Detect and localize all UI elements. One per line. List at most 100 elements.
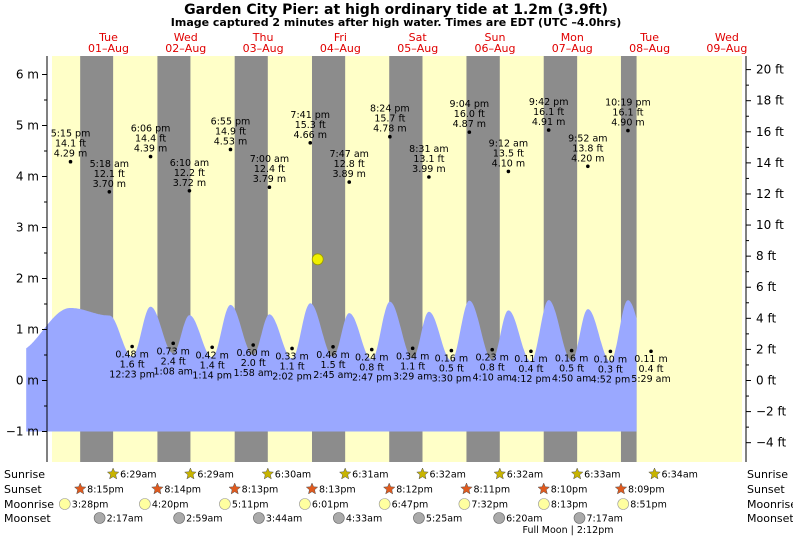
day-name-label: Wed — [715, 31, 739, 44]
low-tide-meters: 0.24 m — [355, 353, 388, 364]
moonset-time: 2:59am — [186, 514, 222, 525]
high-tide-feet: 16.1 ft — [612, 108, 643, 119]
astronomical-table: Sunrise Sunrise Sunset Sunset Moonrise Moonri… — [4, 467, 793, 536]
moonset-time: 4:33am — [346, 514, 382, 525]
sunset-time: 8:12pm — [396, 485, 433, 496]
high-tide-time: 5:18 am — [90, 159, 129, 170]
right-axis-label: 20 ft — [756, 63, 784, 77]
high-tide-time: 6:10 am — [170, 158, 209, 169]
full-moon-note: Full Moon | 2:12pm — [523, 525, 614, 536]
low-tide-meters: 0.33 m — [275, 351, 308, 362]
high-tide-meters: 4.78 m — [373, 124, 406, 135]
sunrise-time: 6:34am — [662, 470, 698, 481]
date-label: 09–Aug — [706, 42, 747, 55]
row-label-left: Sunset — [4, 483, 42, 496]
low-tide-feet: 1.6 ft — [120, 360, 145, 371]
right-axis-label: 6 ft — [756, 280, 776, 294]
low-tide-time: 2:02 pm — [272, 371, 312, 382]
high-tide-meters: 4.20 m — [571, 153, 604, 164]
high-tide-time: 7:00 am — [250, 154, 289, 165]
high-tide-meters: 3.99 m — [412, 164, 445, 175]
low-tide-time: 4:52 pm — [591, 374, 631, 385]
high-tide-time: 7:47 am — [329, 149, 368, 160]
row-label-left: Moonset — [4, 512, 51, 525]
moonset-time: 7:17am — [587, 514, 623, 525]
sunrise-icon — [261, 467, 275, 480]
row-label-right: Moonset — [747, 512, 793, 525]
moonset-icon — [93, 512, 106, 524]
tide-curve — [26, 300, 637, 432]
low-tide-time: 4:12 pm — [511, 374, 551, 385]
moonrise-time: 4:20pm — [152, 500, 189, 511]
moonset-icon — [173, 512, 185, 524]
date-label: 06–Aug — [475, 42, 516, 55]
high-tide-feet: 12.2 ft — [174, 168, 205, 179]
low-tide-meters: 0.16 m — [555, 354, 588, 365]
high-tide-point — [308, 141, 313, 145]
high-tide-point — [228, 147, 233, 152]
high-tide-feet: 12.4 ft — [254, 164, 285, 175]
right-axis-label: 4 ft — [756, 311, 776, 325]
date-label: 07–Aug — [552, 42, 593, 55]
low-tide-point — [608, 349, 613, 354]
high-tide-meters: 4.90 m — [611, 118, 644, 129]
low-tide-point — [529, 349, 533, 354]
high-tide-feet: 16.1 ft — [533, 107, 564, 118]
sunrise-time: 6:32am — [507, 470, 543, 481]
high-tide-time: 9:42 pm — [529, 97, 569, 108]
moonset-time: 2:17am — [107, 514, 143, 525]
moonrise-icon — [299, 498, 311, 510]
moonset-time: 3:44am — [266, 514, 302, 525]
sunrise-icon — [184, 467, 197, 480]
day-name-label: Wed — [174, 31, 198, 44]
high-tide-feet: 15.7 ft — [374, 114, 405, 125]
high-tide-time: 5:15 pm — [51, 129, 91, 140]
moonrise-time: 6:47pm — [392, 500, 429, 511]
high-tide-meters: 4.91 m — [532, 117, 565, 128]
low-tide-time: 4:50 am — [552, 374, 591, 385]
sunset-icon — [305, 482, 319, 495]
sunrise-icon — [493, 467, 507, 480]
left-axis-label: 4 m — [16, 170, 39, 184]
high-tide-feet: 14.4 ft — [135, 134, 166, 145]
sunrise-icon — [648, 467, 661, 480]
low-tide-meters: 0.11 m — [514, 354, 547, 365]
high-tide-point — [506, 169, 511, 174]
right-axis-label: 14 ft — [756, 156, 784, 170]
low-tide-point — [369, 347, 374, 352]
sunset-icon — [151, 482, 164, 495]
sunset-time: 8:10pm — [551, 485, 588, 496]
moonset-icon — [493, 512, 505, 524]
moonrise-icon — [538, 498, 550, 510]
low-tide-meters: 0.42 m — [195, 350, 228, 361]
moonset-icon — [333, 512, 345, 524]
row-label-right: Sunrise — [747, 468, 788, 481]
high-tide-feet: 13.1 ft — [413, 154, 444, 165]
chart-axes: −1 m 0 m 1 m 2 m 3 m 4 m 5 m 6 m −4 ft −2 ft 0 ft 2… — [6, 56, 787, 462]
low-tide-point — [251, 343, 256, 347]
day-name-label: Tue — [98, 31, 118, 44]
sunset-icon — [382, 482, 396, 495]
high-tide-time: 9:52 am — [568, 133, 607, 144]
high-tide-point — [626, 128, 630, 133]
low-tide-meters: 0.16 m — [435, 354, 468, 365]
high-tide-time: 8:31 am — [409, 144, 448, 155]
sunrise-icon — [570, 467, 584, 480]
sunrise-time: 6:29am — [197, 470, 233, 481]
right-axis-label: 18 ft — [756, 94, 784, 108]
date-label: 08–Aug — [629, 42, 670, 55]
moonrise-icon — [219, 498, 231, 510]
row-label-right: Sunset — [747, 483, 785, 496]
moonrise-icon — [58, 498, 71, 510]
right-axis-label: 10 ft — [756, 218, 784, 232]
low-tide-point — [130, 344, 134, 349]
high-tide-point — [107, 190, 112, 194]
low-tide-time: 3:30 pm — [432, 374, 472, 385]
low-tide-meters: 0.60 m — [236, 348, 269, 359]
tide-water-area — [26, 300, 637, 432]
high-tide-point — [68, 159, 73, 164]
sunrise-time: 6:33am — [584, 470, 620, 481]
left-axis-label: −1 m — [6, 425, 39, 439]
sunset-time: 8:11pm — [473, 485, 510, 496]
sunrise-icon — [338, 467, 352, 480]
